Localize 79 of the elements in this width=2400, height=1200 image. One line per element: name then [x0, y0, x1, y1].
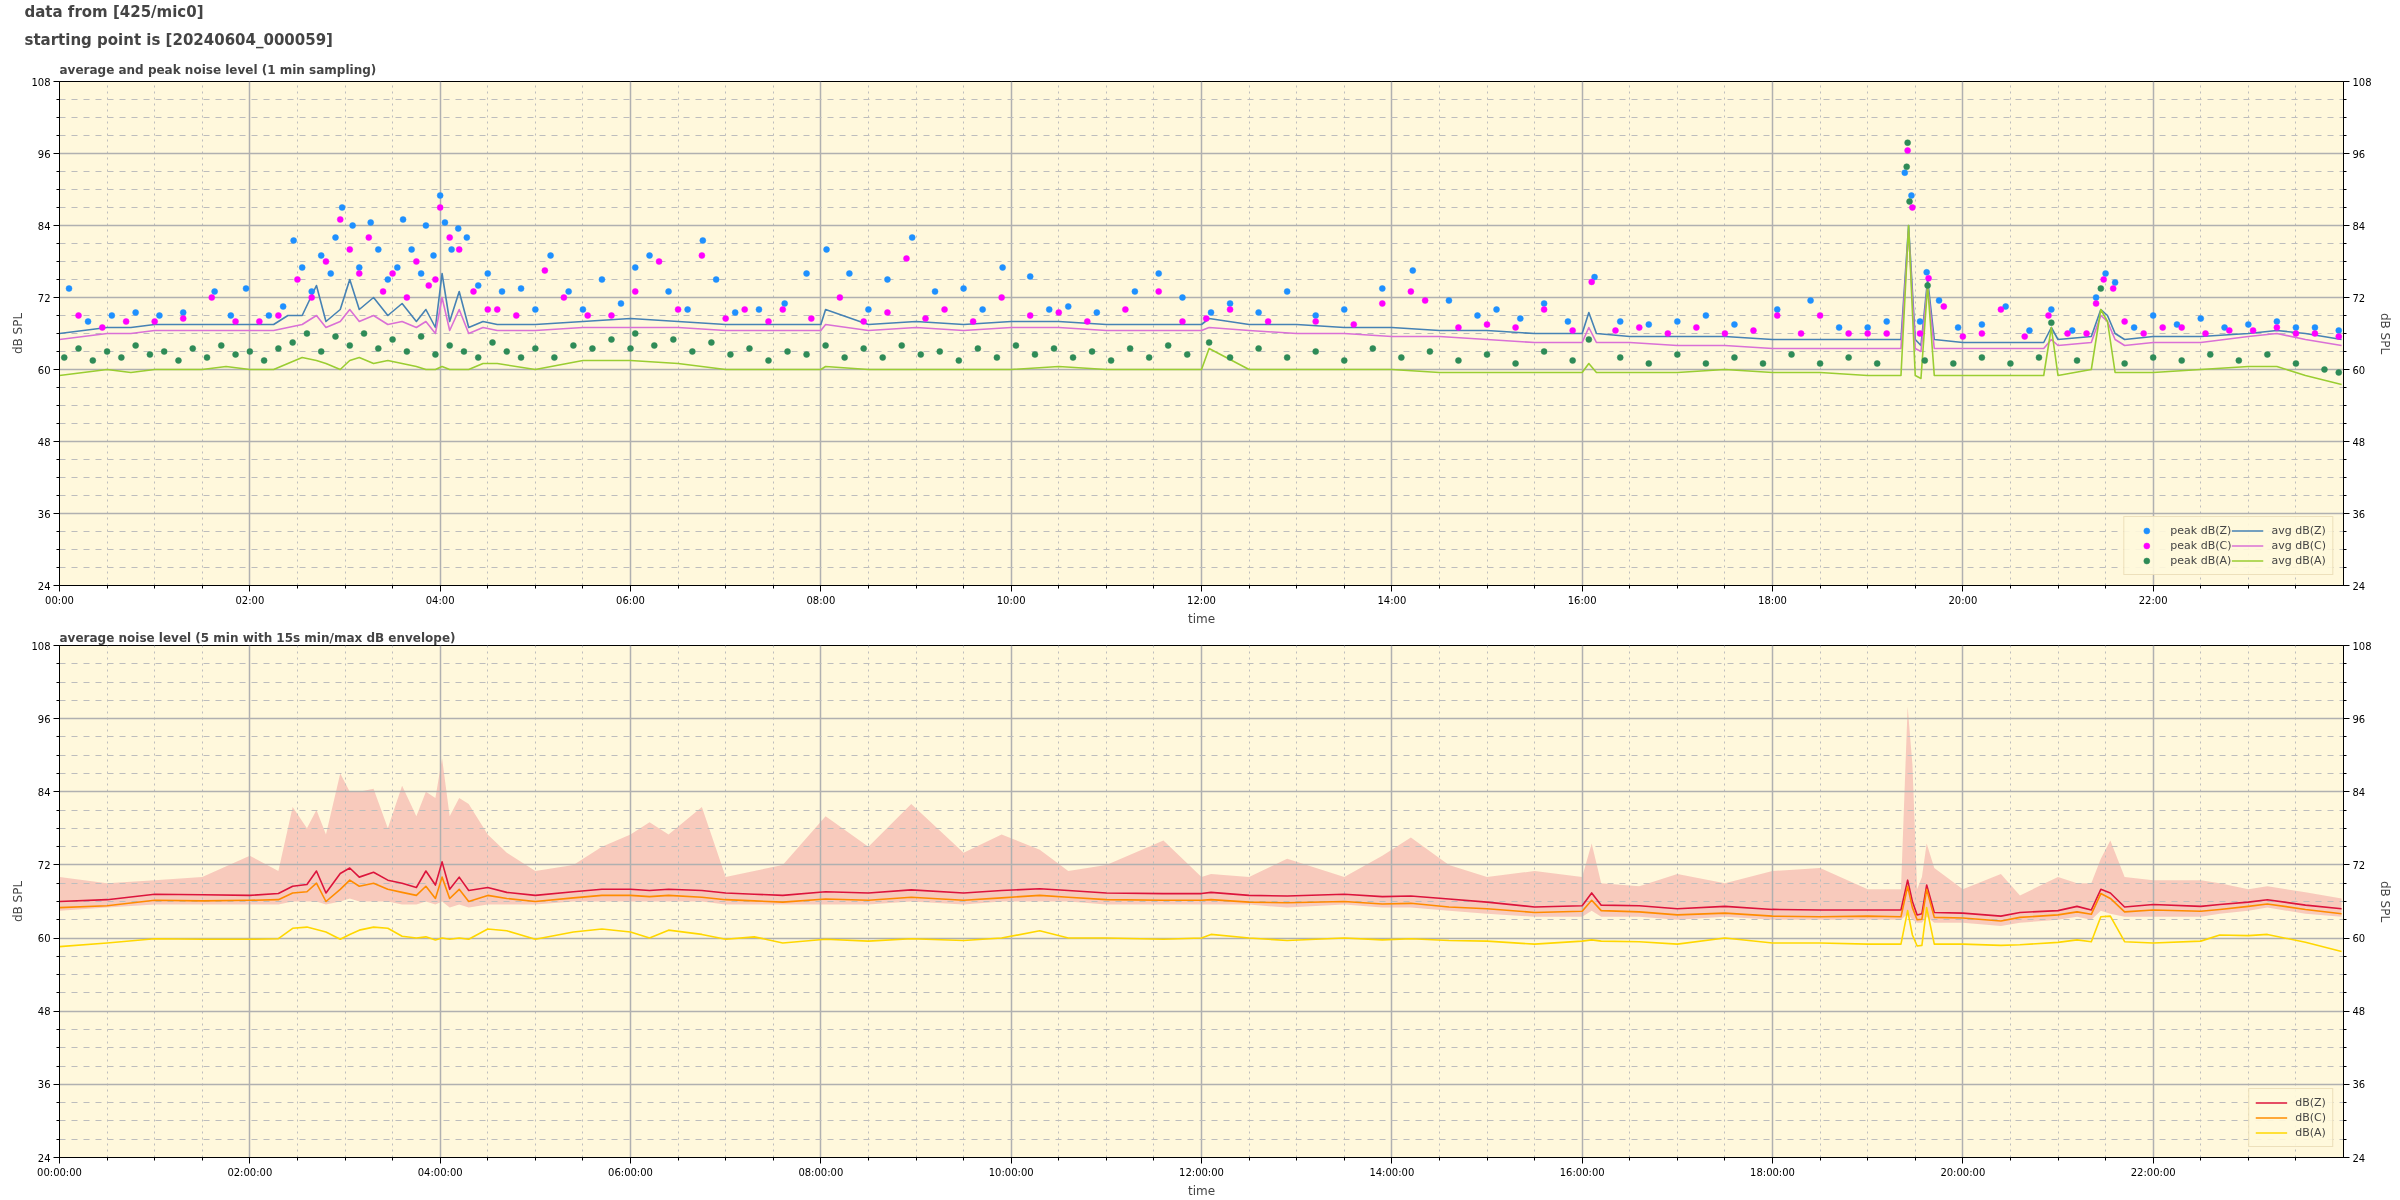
y-tick-label: 108 — [31, 640, 51, 652]
x-tick-label: 04:00 — [425, 594, 455, 606]
legend-label: avg dB(Z) — [2271, 523, 2326, 538]
x-axis-title: time — [1187, 611, 1216, 626]
x-tick-label: 08:00 — [806, 594, 836, 606]
x-tick-label: 10:00 — [996, 594, 1026, 606]
x-tick-label: 00:00 — [45, 594, 74, 606]
y2-tick-label: 108 — [2352, 640, 2372, 652]
y-tick-label: 96 — [37, 713, 51, 725]
text: data from [425/mic0] — [24, 2, 204, 21]
x-tick-label: 12:00:00 — [1179, 1166, 1224, 1178]
y-tick-label: 72 — [37, 292, 51, 304]
x-tick-label: 14:00 — [1377, 594, 1407, 606]
y-tick-label: 36 — [37, 1079, 51, 1091]
y-tick-label: 48 — [37, 1006, 51, 1018]
line-series — [59, 906, 2343, 953]
y-tick-label: 24 — [37, 580, 51, 592]
y2-tick-label: 96 — [2352, 148, 2366, 160]
y2-tick-label: 48 — [2352, 436, 2366, 448]
line-series — [59, 861, 2343, 917]
y-tick-label: 72 — [37, 859, 51, 871]
y2-tick-label: 24 — [2352, 580, 2366, 592]
legend-label: dB(C) — [2295, 1110, 2326, 1125]
x-tick-label: 06:00:00 — [608, 1166, 653, 1178]
x-axis-title: time — [1187, 1183, 1216, 1198]
x-tick-label: 16:00 — [1567, 594, 1597, 606]
x-tick-label: 00:00:00 — [37, 1166, 82, 1178]
y-tick-label: 108 — [31, 76, 51, 88]
line-series — [59, 224, 2343, 386]
y-tick-label: 24 — [37, 1152, 51, 1164]
legend-label: dB(A) — [2295, 1125, 2326, 1140]
legend-label: peak dB(C) — [2170, 538, 2232, 553]
legend-label: dB(Z) — [2295, 1095, 2326, 1110]
x-tick-label: 10:00:00 — [988, 1166, 1034, 1178]
x-tick-label: 12:00 — [1187, 594, 1216, 606]
chart-title: average noise level (5 min with 15s min/max dB envelope) — [59, 631, 456, 645]
line-series — [59, 876, 2343, 922]
y2-tick-label: 24 — [2352, 1152, 2366, 1164]
y2-tick-label: 48 — [2352, 1006, 2366, 1018]
y2-axis-title: dB SPL — [2377, 880, 2392, 923]
x-tick-label: 20:00:00 — [1940, 1166, 1986, 1178]
y2-tick-label: 96 — [2352, 713, 2366, 725]
y-tick-label: 84 — [37, 786, 51, 798]
y-axis-title: dB SPL — [11, 880, 26, 923]
x-tick-label: 16:00:00 — [1559, 1166, 1605, 1178]
x-tick-label: 02:00 — [235, 594, 265, 606]
x-tick-label: 02:00:00 — [227, 1166, 273, 1178]
y-tick-label: 84 — [37, 220, 51, 232]
y2-tick-label: 84 — [2352, 220, 2366, 232]
y-tick-label: 48 — [37, 436, 51, 448]
x-tick-label: 18:00:00 — [1750, 1166, 1795, 1178]
y-tick-label: 36 — [37, 508, 51, 520]
y2-tick-label: 36 — [2352, 508, 2366, 520]
y2-tick-label: 72 — [2352, 292, 2366, 304]
x-tick-label: 08:00:00 — [798, 1166, 844, 1178]
y2-tick-label: 84 — [2352, 786, 2366, 798]
y-axis-title: dB SPL — [11, 312, 26, 355]
text: starting point is [20240604_000059] — [24, 30, 333, 49]
legend-label: peak dB(A) — [2170, 553, 2232, 568]
x-tick-label: 18:00 — [1758, 594, 1787, 606]
x-tick-label: 14:00:00 — [1369, 1166, 1415, 1178]
y2-tick-label: 72 — [2352, 859, 2366, 871]
x-tick-label: 22:00 — [2138, 594, 2168, 606]
x-tick-label: 20:00 — [1948, 594, 1978, 606]
y2-tick-label: 60 — [2352, 933, 2366, 945]
y2-tick-label: 108 — [2352, 76, 2372, 88]
y-tick-label: 96 — [37, 148, 51, 160]
y2-axis-title: dB SPL — [2377, 312, 2392, 355]
y2-tick-label: 36 — [2352, 1079, 2366, 1091]
legend-label: avg dB(A) — [2271, 553, 2326, 568]
y-tick-label: 60 — [37, 933, 51, 945]
legend-label: peak dB(Z) — [2170, 523, 2232, 538]
y2-tick-label: 60 — [2352, 364, 2366, 376]
chart-title: average and peak noise level (1 min sampling) — [59, 63, 377, 77]
y-tick-label: 60 — [37, 364, 51, 376]
x-tick-label: 06:00 — [616, 594, 645, 606]
x-tick-label: 04:00:00 — [417, 1166, 463, 1178]
legend-label: avg dB(C) — [2271, 538, 2326, 553]
x-tick-label: 22:00:00 — [2130, 1166, 2176, 1178]
